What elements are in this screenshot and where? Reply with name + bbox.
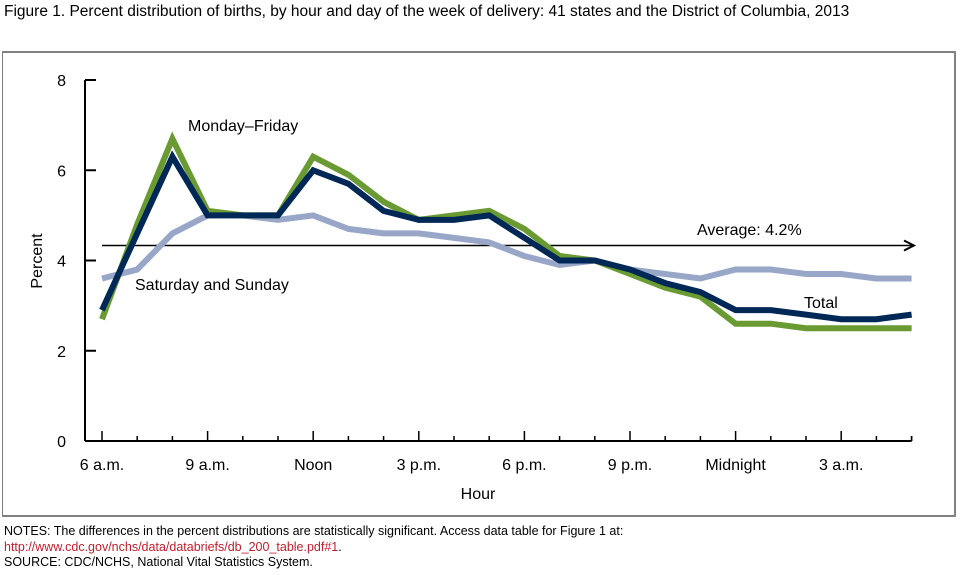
x-tick-label: 6 p.m. xyxy=(502,457,546,474)
notes: NOTES: The differences in the percent di… xyxy=(4,524,623,571)
annotation-saturday-sunday: Saturday and Sunday xyxy=(135,277,289,294)
annotation-monday-friday: Monday–Friday xyxy=(188,118,298,135)
source-text: SOURCE: CDC/NCHS, National Vital Statist… xyxy=(4,555,313,569)
figure-title: Figure 1. Percent distribution of births… xyxy=(4,3,850,20)
x-tick-label: 6 a.m. xyxy=(80,457,124,474)
x-tick-label: 9 a.m. xyxy=(185,457,229,474)
annotation-total: Total xyxy=(804,295,838,312)
link-suffix: . xyxy=(338,539,342,554)
y-tick-label: 4 xyxy=(57,254,66,271)
x-tick-label: Midnight xyxy=(705,457,766,474)
y-tick-label: 8 xyxy=(57,73,66,90)
y-tick-label: 6 xyxy=(57,163,66,180)
chart-labels: Percent Hour Monday–Friday Saturday and … xyxy=(29,118,838,503)
axes: 0 2 4 6 8 6 a.m. 9 a.m. Noon 3 p.m. 6 p.m. 9 p.m. M… xyxy=(57,73,917,474)
series-line-total xyxy=(99,150,912,323)
y-tick-label: 0 xyxy=(57,434,66,451)
line-chart: 0 2 4 6 8 6 a.m. 9 a.m. Noon 3 p.m. 6 p.m. 9 p.m. M… xyxy=(29,73,917,503)
x-tick-label: 3 a.m. xyxy=(819,457,863,474)
x-tick-label: Noon xyxy=(294,457,332,474)
average-arrowhead xyxy=(903,239,917,252)
y-axis-title: Percent xyxy=(29,233,46,289)
data-table-link[interactable]: http://www.cdc.gov/nchs/data/databriefs/… xyxy=(4,539,339,554)
chart-frame xyxy=(2,51,956,517)
x-axis-title: Hour xyxy=(461,486,496,503)
notes-text: NOTES: The differences in the percent di… xyxy=(4,524,624,538)
y-tick-label: 2 xyxy=(57,344,66,361)
x-tick-label: 3 p.m. xyxy=(397,457,441,474)
series-lines xyxy=(99,131,912,332)
average-label: Average: 4.2% xyxy=(697,222,802,239)
notes-link-line: http://www.cdc.gov/nchs/data/databriefs/… xyxy=(4,540,623,556)
x-tick-label: 9 p.m. xyxy=(608,457,652,474)
